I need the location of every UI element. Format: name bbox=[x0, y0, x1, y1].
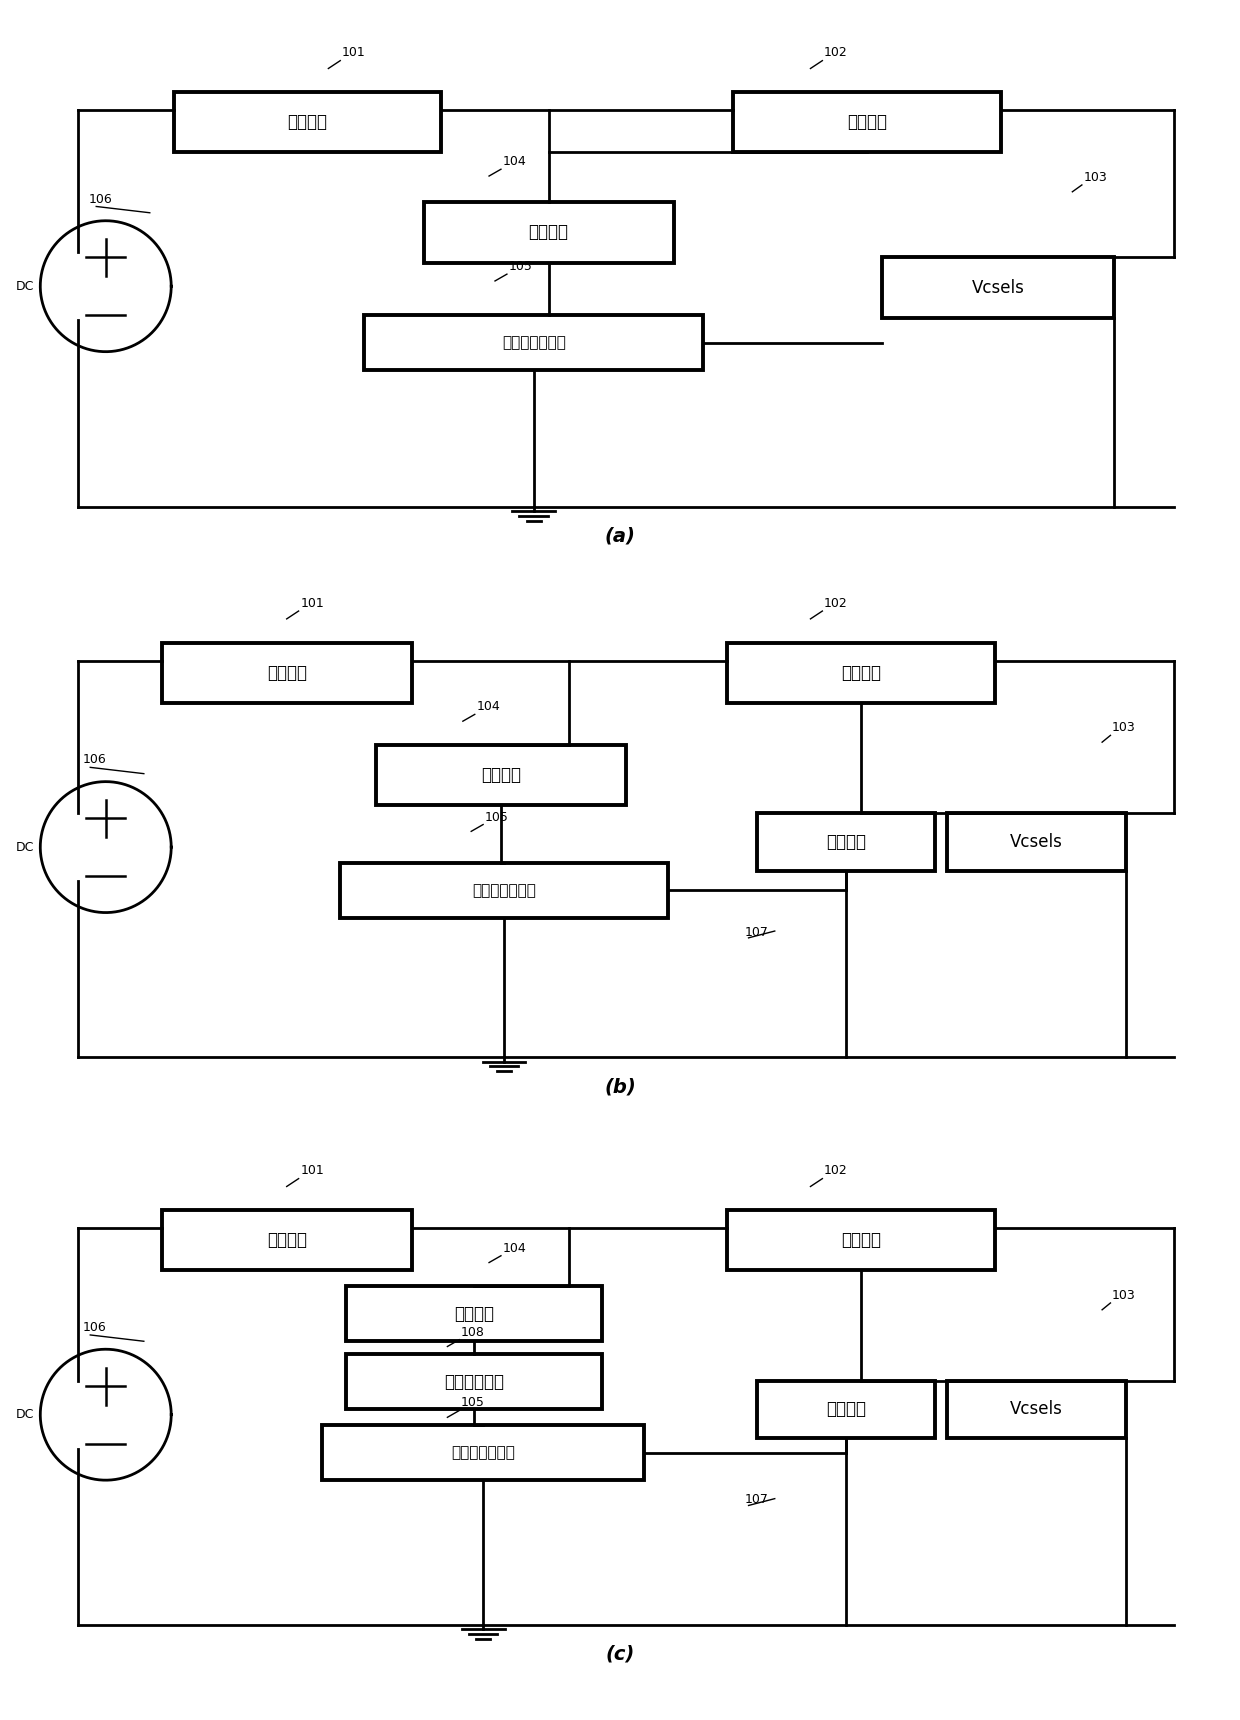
Text: 105: 105 bbox=[485, 810, 508, 824]
Text: 108: 108 bbox=[461, 1326, 485, 1338]
Bar bbox=[882, 258, 1114, 318]
Text: 储能单元: 储能单元 bbox=[528, 224, 569, 241]
Text: 107: 107 bbox=[745, 925, 769, 939]
Text: 储能单元: 储能单元 bbox=[841, 1232, 882, 1249]
Bar bbox=[756, 1381, 935, 1438]
Text: 102: 102 bbox=[825, 46, 848, 60]
Text: 开关单元: 开关单元 bbox=[481, 765, 521, 784]
Bar bbox=[424, 203, 673, 263]
Text: 限流单元: 限流单元 bbox=[267, 664, 306, 681]
Text: (a): (a) bbox=[605, 526, 635, 545]
Text: 104: 104 bbox=[502, 155, 527, 169]
Bar bbox=[756, 814, 935, 870]
Text: Vcsels: Vcsels bbox=[1011, 1400, 1063, 1419]
Text: 开关单元: 开关单元 bbox=[454, 1305, 495, 1323]
Text: Vcsels: Vcsels bbox=[1011, 832, 1063, 851]
Text: 限流单元: 限流单元 bbox=[288, 114, 327, 131]
Text: 106: 106 bbox=[82, 1321, 105, 1335]
Bar bbox=[947, 1381, 1126, 1438]
Text: 电流检测与反馈: 电流检测与反馈 bbox=[451, 1445, 515, 1460]
Bar bbox=[365, 315, 703, 370]
Bar bbox=[727, 1211, 994, 1271]
Text: 103: 103 bbox=[1084, 170, 1107, 184]
Text: 102: 102 bbox=[825, 597, 848, 611]
Bar bbox=[376, 745, 626, 805]
Text: 电流检测与反馈: 电流检测与反馈 bbox=[472, 882, 536, 898]
Text: 旁路单元: 旁路单元 bbox=[826, 832, 867, 851]
Bar bbox=[340, 863, 667, 918]
Text: 脉冲陡化单元: 脉冲陡化单元 bbox=[444, 1373, 505, 1391]
Bar bbox=[733, 93, 1001, 153]
Bar bbox=[161, 643, 412, 703]
Text: 107: 107 bbox=[745, 1493, 769, 1507]
Bar bbox=[322, 1426, 644, 1481]
Text: 101: 101 bbox=[342, 46, 366, 60]
Bar bbox=[346, 1287, 603, 1342]
Bar bbox=[947, 814, 1126, 870]
Text: 旁路单元: 旁路单元 bbox=[826, 1400, 867, 1419]
Text: DC: DC bbox=[16, 280, 35, 292]
Text: 104: 104 bbox=[502, 1242, 527, 1254]
Text: 101: 101 bbox=[300, 597, 324, 611]
Text: Vcsels: Vcsels bbox=[971, 279, 1024, 296]
Text: 电流检测与反馈: 电流检测与反馈 bbox=[502, 335, 565, 351]
Text: (b): (b) bbox=[604, 1077, 636, 1096]
Text: 104: 104 bbox=[476, 700, 500, 714]
Bar bbox=[174, 93, 441, 153]
Text: 限流单元: 限流单元 bbox=[267, 1232, 306, 1249]
Text: 106: 106 bbox=[82, 753, 105, 767]
Bar bbox=[346, 1354, 603, 1409]
Text: 102: 102 bbox=[825, 1164, 848, 1178]
Text: DC: DC bbox=[16, 841, 35, 853]
Text: 101: 101 bbox=[300, 1164, 324, 1178]
Text: 105: 105 bbox=[461, 1397, 485, 1409]
Bar bbox=[161, 1211, 412, 1271]
Text: 储能单元: 储能单元 bbox=[841, 664, 882, 681]
Text: (c): (c) bbox=[605, 1644, 635, 1663]
Text: 开关单元: 开关单元 bbox=[847, 114, 887, 131]
Text: 103: 103 bbox=[1112, 721, 1136, 734]
Text: 105: 105 bbox=[508, 260, 532, 273]
Text: 103: 103 bbox=[1112, 1288, 1136, 1302]
Text: 106: 106 bbox=[88, 193, 112, 205]
Text: DC: DC bbox=[16, 1409, 35, 1421]
Bar bbox=[727, 643, 994, 703]
